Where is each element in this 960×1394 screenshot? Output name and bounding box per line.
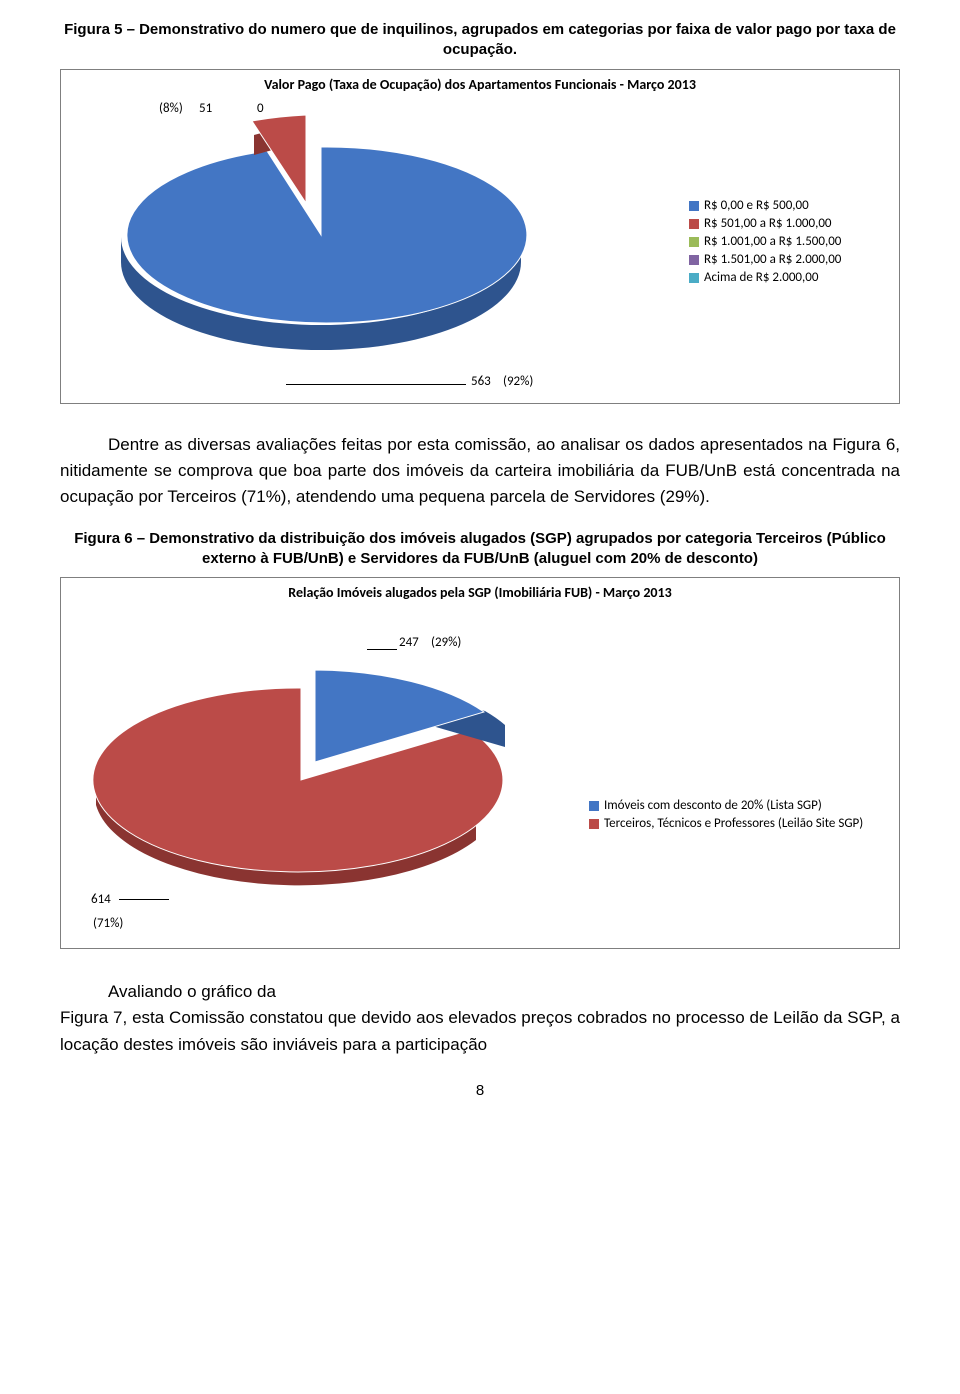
figure5-chart: Valor Pago (Taxa de Ocupação) dos Aparta… xyxy=(60,69,900,404)
legend-label: R$ 501,00 a R$ 1.000,00 xyxy=(704,216,832,231)
figure6-label-top-line xyxy=(367,649,397,650)
legend-label: Imóveis com desconto de 20% (Lista SGP) xyxy=(604,798,822,813)
figure5-label-bottom-pct: (92%) xyxy=(503,374,533,389)
legend-swatch xyxy=(689,219,699,229)
figure5-caption: Figura 5 – Demonstrativo do numero que d… xyxy=(60,20,900,61)
legend-label: Terceiros, Técnicos e Professores (Leilã… xyxy=(604,816,863,831)
figure5-label-top-extra: 0 xyxy=(257,101,264,116)
legend-swatch xyxy=(589,819,599,829)
legend-swatch xyxy=(589,801,599,811)
legend-item: R$ 1.001,00 a R$ 1.500,00 xyxy=(689,234,889,249)
legend-item: R$ 501,00 a R$ 1.000,00 xyxy=(689,216,889,231)
legend-swatch xyxy=(689,237,699,247)
figure5-chart-title: Valor Pago (Taxa de Ocupação) dos Aparta… xyxy=(71,76,889,93)
figure6-pie-svg xyxy=(71,625,541,905)
legend-swatch xyxy=(689,255,699,265)
figure5-label-top-val: 51 xyxy=(199,101,212,116)
legend-label: R$ 0,00 e R$ 500,00 xyxy=(704,198,809,213)
figure6-label-top-val: 247 xyxy=(399,635,419,650)
legend-label: Acima de R$ 2.000,00 xyxy=(704,270,818,285)
figure5-label-top-pct: (8%) xyxy=(159,101,183,116)
figure6-chart-title: Relação Imóveis alugados pela SGP (Imobi… xyxy=(71,584,889,601)
figure5-legend: R$ 0,00 e R$ 500,00 R$ 501,00 a R$ 1.000… xyxy=(689,195,889,288)
figure6-label-bottom-val: 614 xyxy=(91,892,111,907)
figure6-label-top-pct: (29%) xyxy=(431,635,461,650)
legend-swatch xyxy=(689,201,699,211)
paragraph-1: Dentre as diversas avaliações feitas por… xyxy=(60,432,900,511)
figure6-label-bottom-line xyxy=(119,899,169,900)
figure5-pie-svg xyxy=(81,97,561,357)
legend-item: Imóveis com desconto de 20% (Lista SGP) xyxy=(589,798,889,813)
legend-swatch xyxy=(689,273,699,283)
figure5-label-bottom-val: 563 xyxy=(471,374,491,389)
figure6-pie-area: 247 (29%) 614 (71%) xyxy=(71,605,589,935)
legend-item: Acima de R$ 2.000,00 xyxy=(689,270,889,285)
figure6-caption: Figura 6 – Demonstrativo da distribuição… xyxy=(60,529,900,570)
legend-label: R$ 1.001,00 a R$ 1.500,00 xyxy=(704,234,841,249)
page-number: 8 xyxy=(60,1082,900,1099)
paragraph-2: Avaliando o gráfico da Figura 7, esta Co… xyxy=(60,979,900,1058)
legend-item: R$ 1.501,00 a R$ 2.000,00 xyxy=(689,252,889,267)
figure5-pie-area: (8%) 51 0 563 (92%) xyxy=(71,97,689,387)
figure6-chart: Relação Imóveis alugados pela SGP (Imobi… xyxy=(60,577,900,949)
figure6-label-bottom-pct: (71%) xyxy=(93,916,123,931)
legend-item: R$ 0,00 e R$ 500,00 xyxy=(689,198,889,213)
figure6-legend: Imóveis com desconto de 20% (Lista SGP) … xyxy=(589,795,889,834)
legend-item: Terceiros, Técnicos e Professores (Leilã… xyxy=(589,816,889,831)
figure5-label-bottom-line xyxy=(286,384,466,385)
legend-label: R$ 1.501,00 a R$ 2.000,00 xyxy=(704,252,841,267)
